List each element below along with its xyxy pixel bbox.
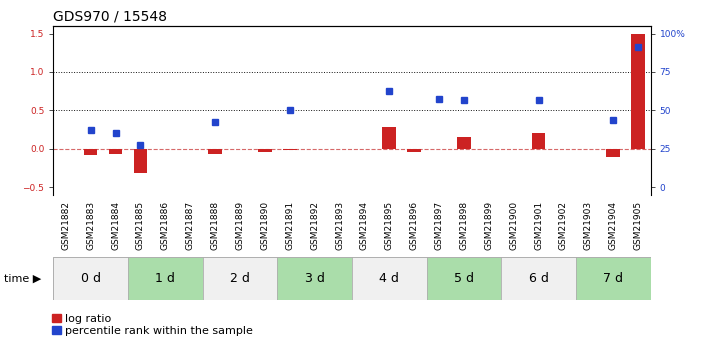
Bar bbox=[501, 257, 576, 300]
Legend: log ratio, percentile rank within the sample: log ratio, percentile rank within the sa… bbox=[52, 314, 253, 336]
Text: 6 d: 6 d bbox=[529, 272, 548, 285]
Bar bbox=[576, 257, 651, 300]
Text: 2 d: 2 d bbox=[230, 272, 250, 285]
Bar bbox=[631, 33, 645, 149]
Bar bbox=[53, 257, 128, 300]
Bar bbox=[383, 127, 396, 149]
Bar bbox=[427, 257, 501, 300]
Bar bbox=[606, 149, 620, 157]
Text: 5 d: 5 d bbox=[454, 272, 474, 285]
Bar bbox=[277, 257, 352, 300]
Bar bbox=[457, 137, 471, 149]
Bar bbox=[134, 149, 147, 174]
Bar bbox=[407, 149, 421, 152]
Text: 7 d: 7 d bbox=[603, 272, 624, 285]
Text: 1 d: 1 d bbox=[156, 272, 175, 285]
Bar bbox=[532, 134, 545, 149]
Bar bbox=[258, 149, 272, 152]
Bar bbox=[203, 257, 277, 300]
Text: GDS970 / 15548: GDS970 / 15548 bbox=[53, 9, 167, 23]
Bar bbox=[109, 149, 122, 154]
Text: time ▶: time ▶ bbox=[4, 274, 41, 284]
Text: 4 d: 4 d bbox=[380, 272, 399, 285]
Text: 0 d: 0 d bbox=[80, 272, 101, 285]
Bar bbox=[208, 149, 222, 154]
Bar bbox=[283, 149, 296, 150]
Bar bbox=[352, 257, 427, 300]
Text: 3 d: 3 d bbox=[305, 272, 324, 285]
Bar bbox=[84, 149, 97, 155]
Bar bbox=[128, 257, 203, 300]
